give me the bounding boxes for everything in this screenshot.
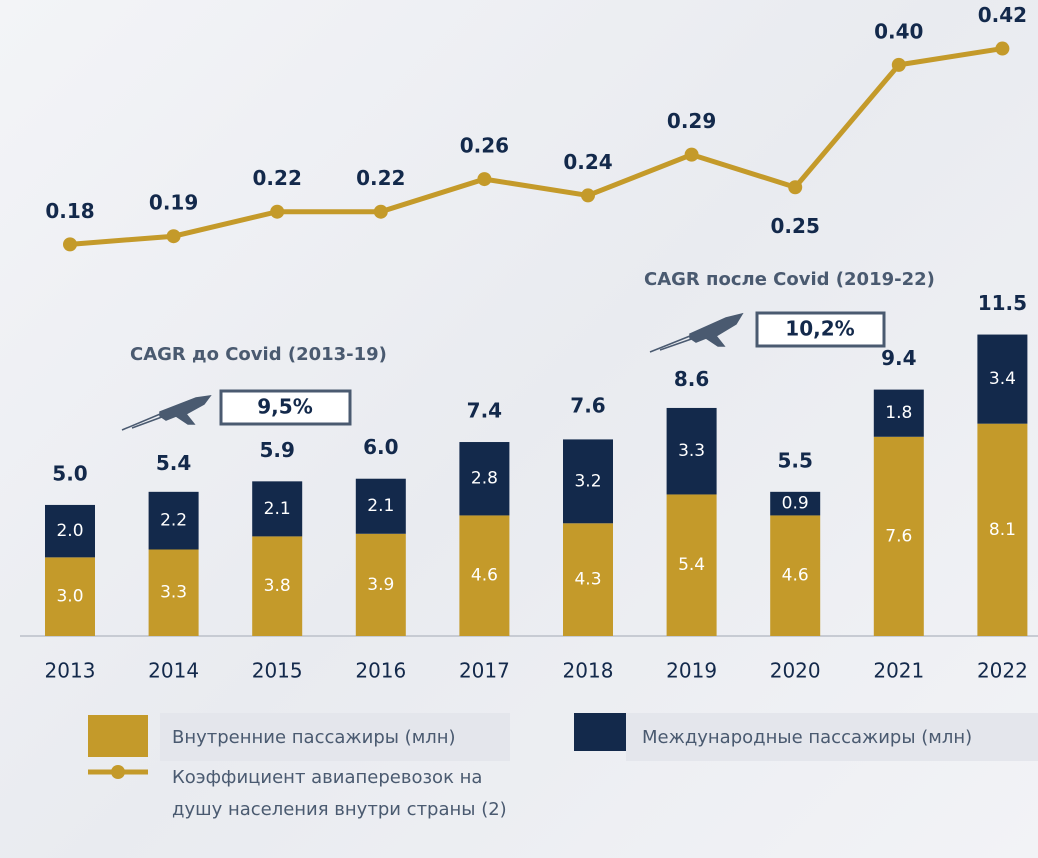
data-label: 4.3 <box>574 570 601 590</box>
bar-segment <box>873 436 924 636</box>
data-label: 7.6 <box>885 526 912 546</box>
data-label: 4.6 <box>471 566 498 586</box>
line-label: 0.25 <box>771 214 820 238</box>
x-tick-label: 2018 <box>563 659 614 683</box>
data-label: 3.8 <box>264 576 291 596</box>
bar-segment <box>666 407 717 495</box>
data-label: 1.8 <box>885 403 912 423</box>
line-label: 0.19 <box>149 191 198 215</box>
line <box>69 46 1003 247</box>
total-label: 5.9 <box>259 438 294 462</box>
data-label: 3.3 <box>678 441 705 461</box>
line-label: 0.40 <box>874 19 923 43</box>
line-marker <box>477 172 492 187</box>
data-label: 2.8 <box>471 469 498 489</box>
bar-segment <box>459 515 510 636</box>
data-label: 2.2 <box>160 511 187 531</box>
data-label: 0.9 <box>782 494 809 514</box>
bar-segment <box>355 533 406 636</box>
line-marker <box>270 204 285 219</box>
total-label: 8.6 <box>674 367 709 391</box>
line-label: 0.22 <box>253 166 302 190</box>
total-label: 9.4 <box>881 346 916 370</box>
data-label: 2.1 <box>367 496 394 516</box>
bar-segment <box>148 491 199 550</box>
annotation-value: 10,2% <box>785 317 854 341</box>
data-label: 5.4 <box>678 555 705 575</box>
x-tick-label: 2022 <box>977 659 1028 683</box>
bar-segment <box>148 549 199 636</box>
bar-segment <box>563 523 613 636</box>
legend-label: Международные пассажиры (млн) <box>642 727 973 748</box>
total-label: 5.0 <box>52 461 87 485</box>
legend-label: Внутренние пассажиры (млн) <box>172 727 456 748</box>
data-label: 4.6 <box>782 566 809 586</box>
bar-segment <box>770 515 821 636</box>
legend-marker <box>111 765 125 779</box>
legend-swatch <box>574 713 626 751</box>
bar-segment <box>252 481 303 537</box>
bar-segment <box>355 478 406 534</box>
total-label: 7.4 <box>467 399 502 423</box>
legend-swatch <box>88 715 148 757</box>
x-tick-label: 2014 <box>148 659 199 683</box>
total-label: 6.0 <box>363 435 398 459</box>
line-label: 0.24 <box>563 150 612 174</box>
total-label: 5.4 <box>156 451 191 475</box>
bar-segment <box>977 423 1028 636</box>
line-label: 0.26 <box>460 134 509 158</box>
total-label: 11.5 <box>978 291 1027 315</box>
data-label: 2.1 <box>264 499 291 519</box>
annotation-box <box>755 311 886 348</box>
line-label: 0.42 <box>978 3 1027 27</box>
line-label: 0.22 <box>356 166 405 190</box>
x-tick-label: 2019 <box>666 659 717 683</box>
bar-segment <box>45 557 95 636</box>
x-tick-label: 2013 <box>45 659 96 683</box>
legend-band <box>160 713 510 761</box>
line-label: 0.18 <box>45 199 94 223</box>
data-label: 3.0 <box>56 587 83 607</box>
data-label: 3.3 <box>160 583 187 603</box>
bar-segment <box>977 334 1028 424</box>
x-tick-label: 2017 <box>459 659 510 683</box>
legend-band <box>626 713 1038 761</box>
x-tick-label: 2020 <box>770 659 821 683</box>
total-label: 7.6 <box>570 393 605 417</box>
data-label: 3.2 <box>574 471 601 491</box>
legend-label: Коэффициент авиаперевозок на душу населе… <box>172 767 507 820</box>
line-marker <box>581 188 595 203</box>
line-marker <box>684 147 699 162</box>
bar-segment <box>45 504 95 558</box>
line-marker <box>63 237 77 252</box>
x-tick-label: 2016 <box>355 659 406 683</box>
total-label: 5.5 <box>777 448 812 472</box>
bar-segment <box>873 389 924 437</box>
line-marker <box>995 41 1010 56</box>
line-marker <box>788 180 803 195</box>
bar-segment <box>459 442 510 516</box>
line-label: 0.29 <box>667 109 716 133</box>
plane-icon <box>121 395 212 431</box>
bar-segment <box>252 536 303 636</box>
annotation: CAGR после Covid (2019-22) <box>644 269 935 290</box>
data-label: 3.4 <box>989 369 1016 389</box>
line-marker <box>891 57 906 72</box>
x-tick-label: 2021 <box>873 659 924 683</box>
x-tick-label: 2015 <box>252 659 303 683</box>
bar-segment <box>666 494 717 636</box>
data-label: 8.1 <box>989 520 1016 540</box>
data-label: 2.0 <box>56 521 83 541</box>
annotation: CAGR до Covid (2013-19) <box>130 344 387 365</box>
bar-segment <box>770 491 821 516</box>
annotation-value: 9,5% <box>257 395 312 419</box>
line-marker <box>166 229 181 244</box>
line-marker <box>373 204 388 219</box>
bar-segment <box>563 439 613 524</box>
data-label: 3.9 <box>367 575 394 595</box>
annotation-box <box>219 389 352 426</box>
plane-icon <box>649 312 744 353</box>
